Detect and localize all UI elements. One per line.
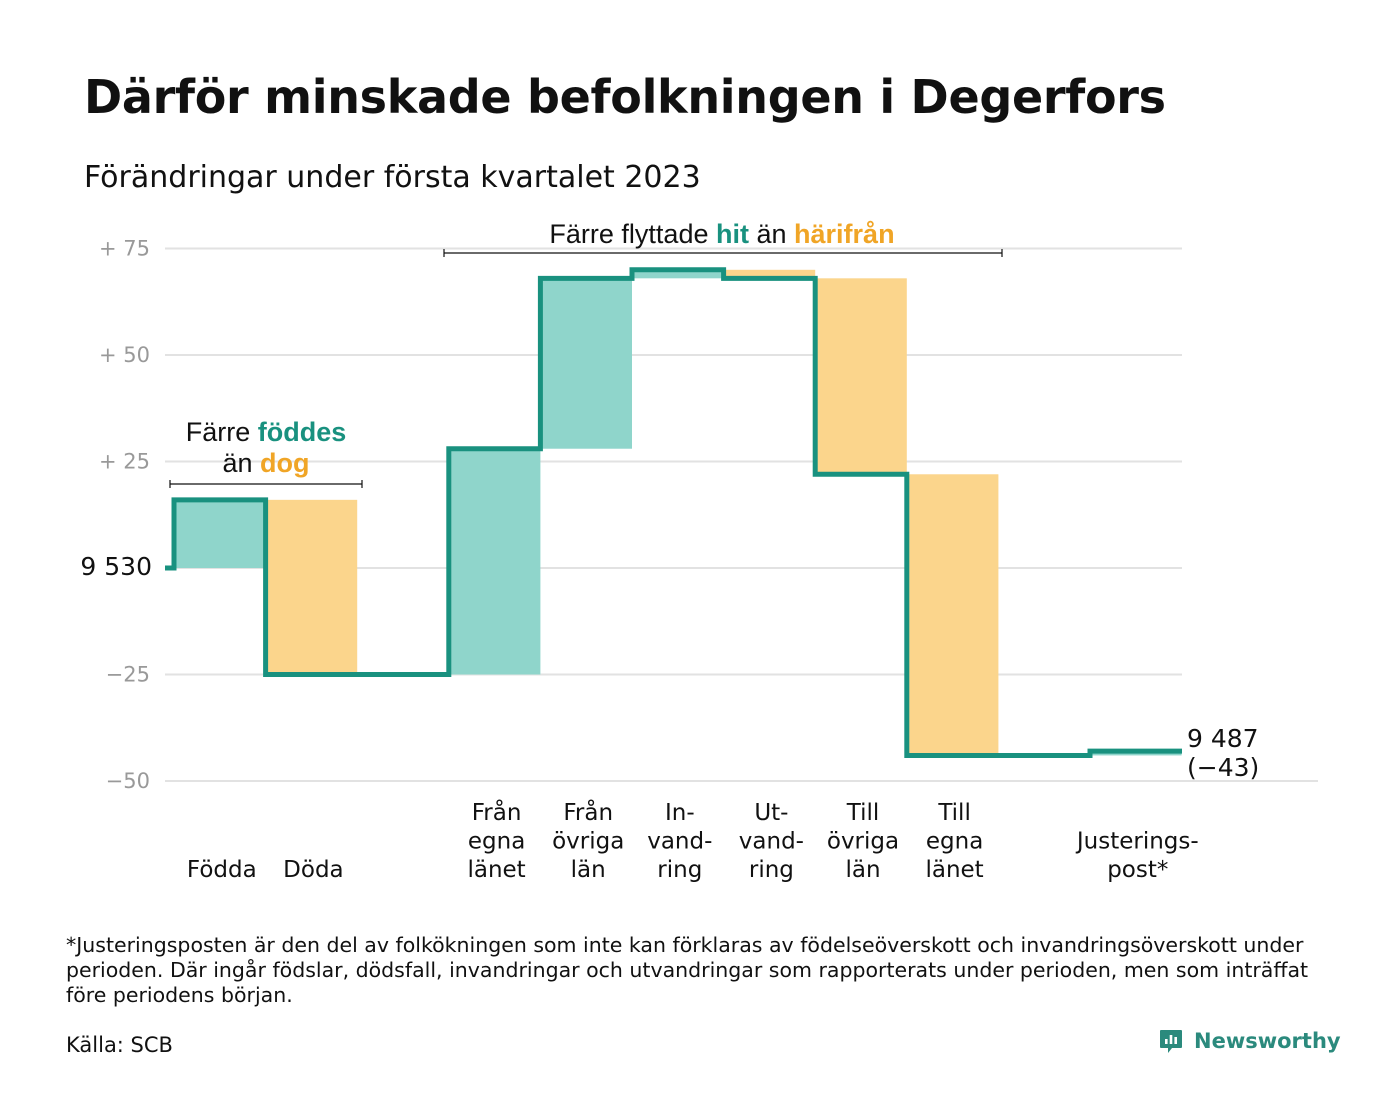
chart-title: Därför minskade befolkningen i Degerfors (84, 70, 1166, 124)
annotation-births-in-word: föddes (258, 417, 347, 447)
cumulative-population-line (165, 267, 1182, 758)
category-label: Döda (283, 857, 343, 883)
y-tick-label: −50 (106, 769, 150, 793)
category-label: Ut- (754, 800, 788, 826)
waterfall-bar (634, 269, 724, 279)
annotation-migration-in-word: hit (716, 219, 749, 249)
annotation-births-out-word: dog (260, 448, 309, 478)
line-layer (165, 267, 1182, 758)
category-label: Från (472, 798, 522, 826)
annotation-births-line2: än dog (222, 448, 309, 478)
category-label: post* (1107, 857, 1168, 883)
category-label: In- (665, 800, 695, 826)
waterfall-chart: + 75 + 50 + 25 9 530 −25 −50 Födda Döda Från egna… (80, 219, 1318, 884)
end-change-label: (−43) (1187, 753, 1259, 782)
end-value-label: 9 487 (1187, 724, 1259, 753)
annotation-births-line1: Färre föddes (186, 417, 347, 447)
annotation-migration-mid: än (749, 219, 794, 249)
category-label: övriga (552, 829, 624, 855)
category-label: länet (925, 857, 983, 883)
y-tick-label: −25 (106, 663, 150, 687)
annotation-migration-prefix: Färre flyttade (549, 219, 716, 249)
category-label: ring (657, 857, 702, 883)
annotation-migration-out-word: härifrån (794, 219, 895, 249)
footnote: *Justeringsposten är den del av folkökni… (66, 933, 1309, 1007)
y-tick-label: + 25 (99, 450, 150, 474)
waterfall-bar (267, 499, 358, 675)
bars-layer (176, 269, 1182, 756)
start-value-label: 9 530 (80, 552, 152, 581)
category-label: egna (926, 829, 983, 855)
brand-name: Newsworthy (1194, 1029, 1341, 1053)
category-label: län (845, 857, 880, 883)
annotation-births-prefix: Färre (186, 417, 258, 447)
y-tick-label: + 50 (99, 343, 150, 367)
waterfall-bar (542, 278, 632, 449)
category-label: Till (937, 800, 971, 826)
category-label: län (571, 857, 606, 883)
waterfall-bar (450, 448, 541, 675)
source-note: Källa: SCB (66, 1033, 173, 1057)
category-label: övriga (827, 829, 899, 855)
waterfall-bar (908, 474, 999, 756)
category-label: Födda (187, 857, 257, 883)
annotation-migration: Färre flyttade hit än härifrån (549, 219, 894, 249)
waterfall-bar (817, 278, 907, 475)
category-label: Från (563, 798, 613, 826)
category-label: ring (749, 857, 794, 883)
newsworthy-logo-icon (1160, 1030, 1182, 1053)
waterfall-bar (725, 269, 816, 279)
brand-logo: Newsworthy (1158, 1028, 1341, 1054)
category-label: Till (846, 800, 880, 826)
category-label: vand- (739, 829, 804, 855)
waterfall-bar (176, 499, 266, 568)
category-label: vand- (647, 829, 712, 855)
category-label: länet (467, 857, 525, 883)
annotation-layer: Färre föddes än dog Färre flyttade hit ä… (169, 219, 1003, 488)
label-layer: + 75 + 50 + 25 9 530 −25 −50 Födda Döda Från egna… (80, 237, 1259, 884)
category-label: Justerings- (1075, 829, 1199, 855)
annotation-births-line2-prefix: än (222, 448, 260, 478)
category-label: egna (468, 829, 525, 855)
chart-subtitle: Förändringar under första kvartalet 2023 (84, 160, 701, 195)
y-tick-label: + 75 (99, 237, 150, 261)
